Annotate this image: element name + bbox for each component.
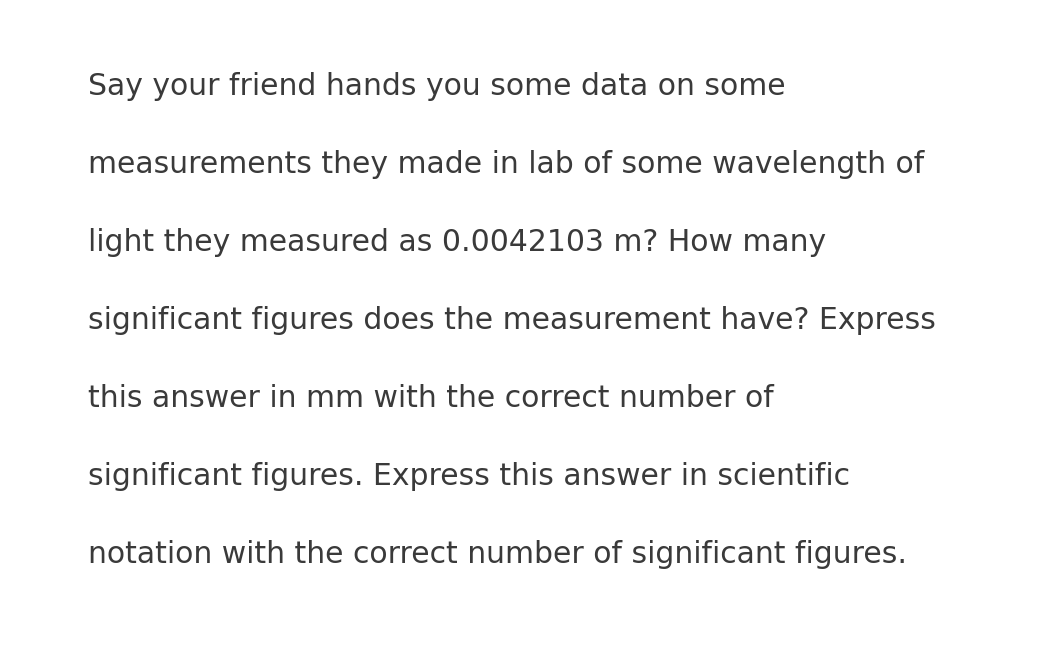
Text: Say your friend hands you some data on some: Say your friend hands you some data on s…	[88, 72, 786, 101]
Text: light they measured as 0.0042103 m? How many: light they measured as 0.0042103 m? How …	[88, 228, 826, 257]
Text: notation with the correct number of significant figures.: notation with the correct number of sign…	[88, 540, 907, 569]
Text: this answer in mm with the correct number of: this answer in mm with the correct numbe…	[88, 384, 774, 413]
Text: measurements they made in lab of some wavelength of: measurements they made in lab of some wa…	[88, 150, 924, 179]
Text: significant figures. Express this answer in scientific: significant figures. Express this answer…	[88, 462, 850, 491]
Text: significant figures does the measurement have? Express: significant figures does the measurement…	[88, 306, 935, 335]
